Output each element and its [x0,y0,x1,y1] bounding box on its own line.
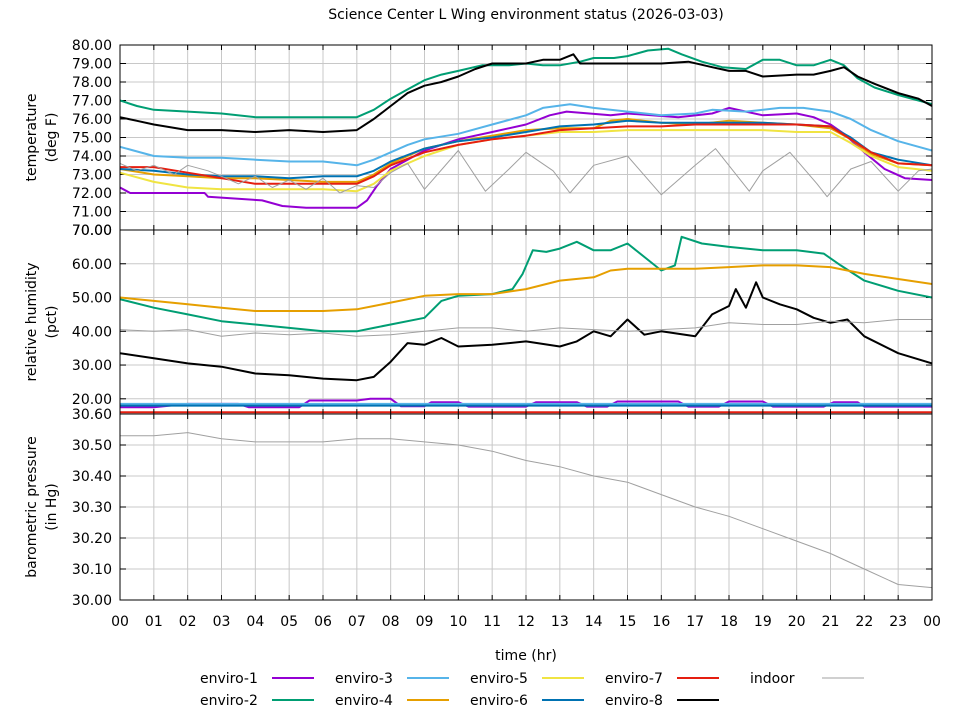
y-tick-label: 50.00 [72,291,112,307]
x-tick-label: 01 [145,614,163,630]
y-tick-label: 78.00 [72,75,112,91]
y-axis-unit-temperature: (deg F) [44,113,60,163]
x-tick-label: 05 [280,614,298,630]
legend-item-enviro-6: enviro-6 [470,693,584,709]
y-tick-label: 79.00 [72,57,112,73]
y-tick-label: 77.00 [72,94,112,110]
series-group-humidity [120,235,932,414]
x-tick-label: 04 [246,614,264,630]
y-tick-label: 30.50 [72,438,112,454]
y-axis-label-humidity: relative humidity [24,262,40,381]
y-tick-label: 80.00 [72,38,112,54]
legend-label: enviro-7 [605,671,663,687]
y-tick-label: 30.20 [72,531,112,547]
legend-item-enviro-4: enviro-4 [335,693,449,709]
y-tick-label: 30.10 [72,562,112,578]
series-line-indoor-pressure [120,432,932,589]
x-tick-label: 19 [754,614,772,630]
x-tick-label: 06 [314,614,332,630]
y-tick-label: 30.30 [72,500,112,516]
y-tick-label: 30.60 [72,407,112,423]
y-axis-unit-pressure: (in Hg) [44,483,60,531]
y-tick-label: 75.00 [72,131,112,147]
x-tick-label: 10 [449,614,467,630]
chart-panels: 70.00 71.00 72.00 73.00 74.00 75.00 76.00 77.00… [24,38,941,630]
y-tick-label: 70.00 [72,223,112,239]
y-tick-label: 72.00 [72,186,112,202]
series-group-temperature [120,47,932,209]
legend-item-enviro-5: enviro-5 [470,671,584,687]
y-tick-label: 71.00 [72,205,112,221]
y-axis-unit-humidity: (pct) [44,306,60,339]
panel-temperature: 70.00 71.00 72.00 73.00 74.00 75.00 76.00 77.00… [24,38,933,239]
series-line-enviro-8-temperature [120,53,932,133]
y-tick-label: 70.00 [72,223,112,239]
series-line-indoor-temperature [120,148,932,198]
y-axis-label-pressure: barometric pressure [24,436,40,577]
y-tick-label: 30.40 [72,469,112,485]
x-tick-label: 15 [619,614,637,630]
legend-item-enviro-3: enviro-3 [335,671,449,687]
x-tick-label: 08 [382,614,400,630]
series-line-enviro-2-humidity [120,235,932,333]
x-tick-label: 20 [788,614,806,630]
x-tick-label: 16 [652,614,670,630]
x-tick-label: 12 [517,614,535,630]
series-line-enviro-4-humidity [120,264,932,312]
series-line-enviro-8-humidity [120,281,932,382]
y-tick-label: 73.00 [72,168,112,184]
x-tick-label: 09 [416,614,434,630]
y-axis-label-temperature: temperature [24,94,40,182]
y-tick-label: 30.00 [72,593,112,609]
x-tick-label: 21 [822,614,840,630]
y-tick-label: 30.00 [72,358,112,374]
series-line-indoor-humidity [120,319,932,337]
legend-label: enviro-4 [335,693,393,709]
x-tick-label: 11 [483,614,501,630]
series-line-enviro-3-temperature [120,103,932,167]
legend-item-enviro-8: enviro-8 [605,693,719,709]
panel-pressure: 30.00 30.10 30.20 30.30 30.40 30.50 30.60 barom… [24,407,933,609]
y-tick-label: 20.00 [72,392,112,408]
panel-humidity: 20.00 30.00 40.00 50.00 60.00 70.00 relative h… [24,223,933,415]
series-line-enviro-2-temperature [120,47,932,119]
legend-label: enviro-5 [470,671,528,687]
x-tick-label: 00 [923,614,941,630]
x-tick-label: 07 [348,614,366,630]
y-tick-label: 76.00 [72,112,112,128]
legend-label: indoor [750,671,795,687]
y-tick-label: 60.00 [72,257,112,273]
chart-legend: enviro-1 enviro-2 enviro-3 enviro-4 enviro-5… [200,671,864,709]
legend-label: enviro-8 [605,693,663,709]
legend-item-enviro-7: enviro-7 [605,671,719,687]
y-tick-label: 74.00 [72,149,112,165]
x-tick-label: 02 [179,614,197,630]
x-tick-label: 03 [213,614,231,630]
series-line-enviro-1-temperature [120,106,932,209]
y-tick-label: 40.00 [72,324,112,340]
x-tick-label: 14 [585,614,603,630]
x-tick-label: 17 [686,614,704,630]
chart-title: Science Center L Wing environment status… [328,7,724,23]
legend-label: enviro-2 [200,693,258,709]
legend-item-enviro-2: enviro-2 [200,693,314,709]
legend-label: enviro-3 [335,671,393,687]
x-tick-label: 00 [111,614,129,630]
x-tick-label: 22 [855,614,873,630]
x-tick-label: 13 [551,614,569,630]
legend-item-indoor: indoor [750,671,864,687]
series-group-pressure [120,432,932,589]
x-tick-label: 18 [720,614,738,630]
legend-label: enviro-6 [470,693,528,709]
legend-label: enviro-1 [200,671,258,687]
legend-item-enviro-1: enviro-1 [200,671,314,687]
x-axis-label: time (hr) [495,648,557,664]
x-tick-label: 23 [889,614,907,630]
